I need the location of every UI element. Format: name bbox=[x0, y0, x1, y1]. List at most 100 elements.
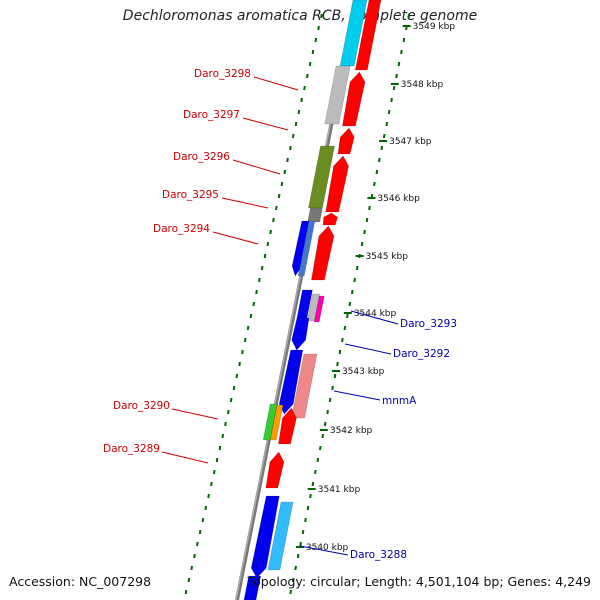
label-leader-line bbox=[242, 117, 289, 131]
inner-dot bbox=[193, 553, 196, 559]
outer-dot bbox=[301, 529, 305, 535]
label-leader-line bbox=[344, 343, 392, 355]
outer-dot bbox=[368, 205, 371, 211]
gene-feature-daro-3294-blue bbox=[291, 220, 311, 277]
gene-feature-daro-3298 bbox=[324, 65, 351, 125]
inner-dot bbox=[314, 37, 318, 43]
outer-dot bbox=[365, 217, 369, 223]
gene-feature-cyan-top bbox=[339, 0, 368, 67]
outer-dot bbox=[338, 349, 342, 355]
gene-label-daro_3295: Daro_3295 bbox=[162, 189, 219, 201]
outer-dot bbox=[326, 409, 329, 415]
map-title: Dechloromonas aromatica RCB, complete ge… bbox=[122, 8, 478, 24]
inner-dot bbox=[212, 469, 216, 475]
gene-labels: Daro_3298 Daro_3297 Daro_3296 Daro_3295 Daro… bbox=[103, 68, 457, 561]
inner-dot bbox=[308, 61, 312, 67]
inner-dot bbox=[196, 541, 199, 547]
gene-feature-bottom-blue bbox=[243, 575, 262, 600]
gene-feature-daro-3290-red bbox=[278, 407, 297, 445]
outer-dot bbox=[407, 13, 411, 19]
outer-dot bbox=[328, 397, 332, 403]
gene-feature-mnma-blue bbox=[278, 349, 304, 415]
outer-dot bbox=[299, 541, 302, 547]
outer-dot bbox=[306, 505, 310, 511]
inner-dot bbox=[266, 241, 270, 247]
scale-tick-label: 3540 kbp bbox=[306, 543, 349, 553]
gene-feature-red-top bbox=[354, 0, 382, 71]
inner-dot bbox=[243, 337, 247, 343]
inner-dot bbox=[204, 505, 208, 511]
inner-dot bbox=[229, 397, 233, 403]
label-leader-line bbox=[212, 231, 259, 245]
outer-dot bbox=[331, 385, 334, 391]
gene-feature-daro-3292 bbox=[291, 317, 310, 351]
outer-dot bbox=[316, 457, 320, 463]
inner-dot bbox=[275, 205, 278, 211]
gene-label-daro_3292: Daro_3292 bbox=[393, 348, 450, 360]
inner-dot bbox=[215, 457, 219, 463]
inner-dot bbox=[218, 445, 222, 451]
outer-dot bbox=[378, 157, 381, 163]
label-leader-line bbox=[171, 408, 219, 420]
inner-dot bbox=[246, 325, 250, 331]
outer-dot bbox=[360, 241, 364, 247]
gene-label-daro_3294: Daro_3294 bbox=[153, 223, 210, 235]
inner-dot bbox=[320, 13, 323, 19]
inner-dot bbox=[286, 157, 289, 163]
inner-dot bbox=[201, 517, 205, 523]
scale-tick-label: 3547 kbp bbox=[389, 137, 432, 147]
inner-dot bbox=[297, 109, 301, 115]
outer-dot bbox=[346, 313, 349, 319]
scale-tick-label: 3546 kbp bbox=[377, 194, 420, 204]
inner-dot bbox=[277, 193, 281, 199]
outer-dot bbox=[373, 181, 376, 187]
outer-dot bbox=[380, 145, 384, 151]
outer-dot bbox=[311, 481, 315, 487]
scale-tick-label: 3549 kbp bbox=[413, 22, 456, 32]
inner-dot bbox=[207, 493, 210, 499]
gene-feature-red-small bbox=[337, 127, 355, 155]
inner-dot bbox=[187, 577, 191, 583]
gene-feature-daro-3290-orange bbox=[269, 404, 284, 441]
label-leader-line bbox=[221, 197, 269, 209]
gene-label-daro_3288: Daro_3288 bbox=[350, 549, 407, 561]
gene-label-daro_3298: Daro_3298 bbox=[194, 68, 251, 80]
inner-dot bbox=[263, 253, 267, 259]
inner-dot bbox=[303, 85, 306, 91]
outer-dot bbox=[348, 301, 352, 307]
scale-tick-label: 3543 kbp bbox=[342, 367, 385, 377]
outer-dot bbox=[387, 109, 391, 115]
outer-dot bbox=[309, 493, 312, 499]
inner-dot bbox=[227, 409, 230, 415]
inner-dot bbox=[252, 301, 256, 307]
outer-dot bbox=[375, 169, 379, 175]
inner-dot bbox=[235, 373, 239, 379]
topology-summary: Topology: circular; Length: 4,501,104 bp… bbox=[247, 574, 591, 589]
inner-dot bbox=[294, 121, 298, 127]
gene-label-daro_3290: Daro_3290 bbox=[113, 400, 170, 412]
outer-dot bbox=[353, 277, 356, 283]
inner-dot bbox=[311, 49, 315, 55]
outer-dot bbox=[321, 433, 325, 439]
accession-text: Accession: NC_007298 bbox=[9, 574, 152, 589]
outer-dotted-ring bbox=[289, 13, 411, 595]
label-leader-line bbox=[232, 159, 281, 175]
inner-dot bbox=[241, 349, 244, 355]
gene-feature-daro-3293-magenta bbox=[313, 295, 325, 323]
inner-dot bbox=[291, 133, 295, 139]
inner-dot bbox=[260, 265, 264, 271]
outer-dot bbox=[400, 49, 403, 55]
scale-tick-label: 3541 kbp bbox=[318, 485, 361, 495]
outer-dot bbox=[343, 325, 347, 331]
gene-label-daro_3296: Daro_3296 bbox=[173, 151, 230, 163]
inner-dot bbox=[272, 217, 275, 223]
label-leader-line bbox=[161, 451, 209, 464]
outer-dot bbox=[402, 37, 406, 43]
gene-feature-daro-3297 bbox=[342, 71, 366, 127]
outer-dot bbox=[363, 229, 366, 235]
inner-dot bbox=[306, 73, 309, 79]
outer-dot bbox=[291, 577, 295, 583]
inner-dot bbox=[184, 589, 188, 595]
gene-feature-daro-3288-blue bbox=[250, 495, 280, 579]
